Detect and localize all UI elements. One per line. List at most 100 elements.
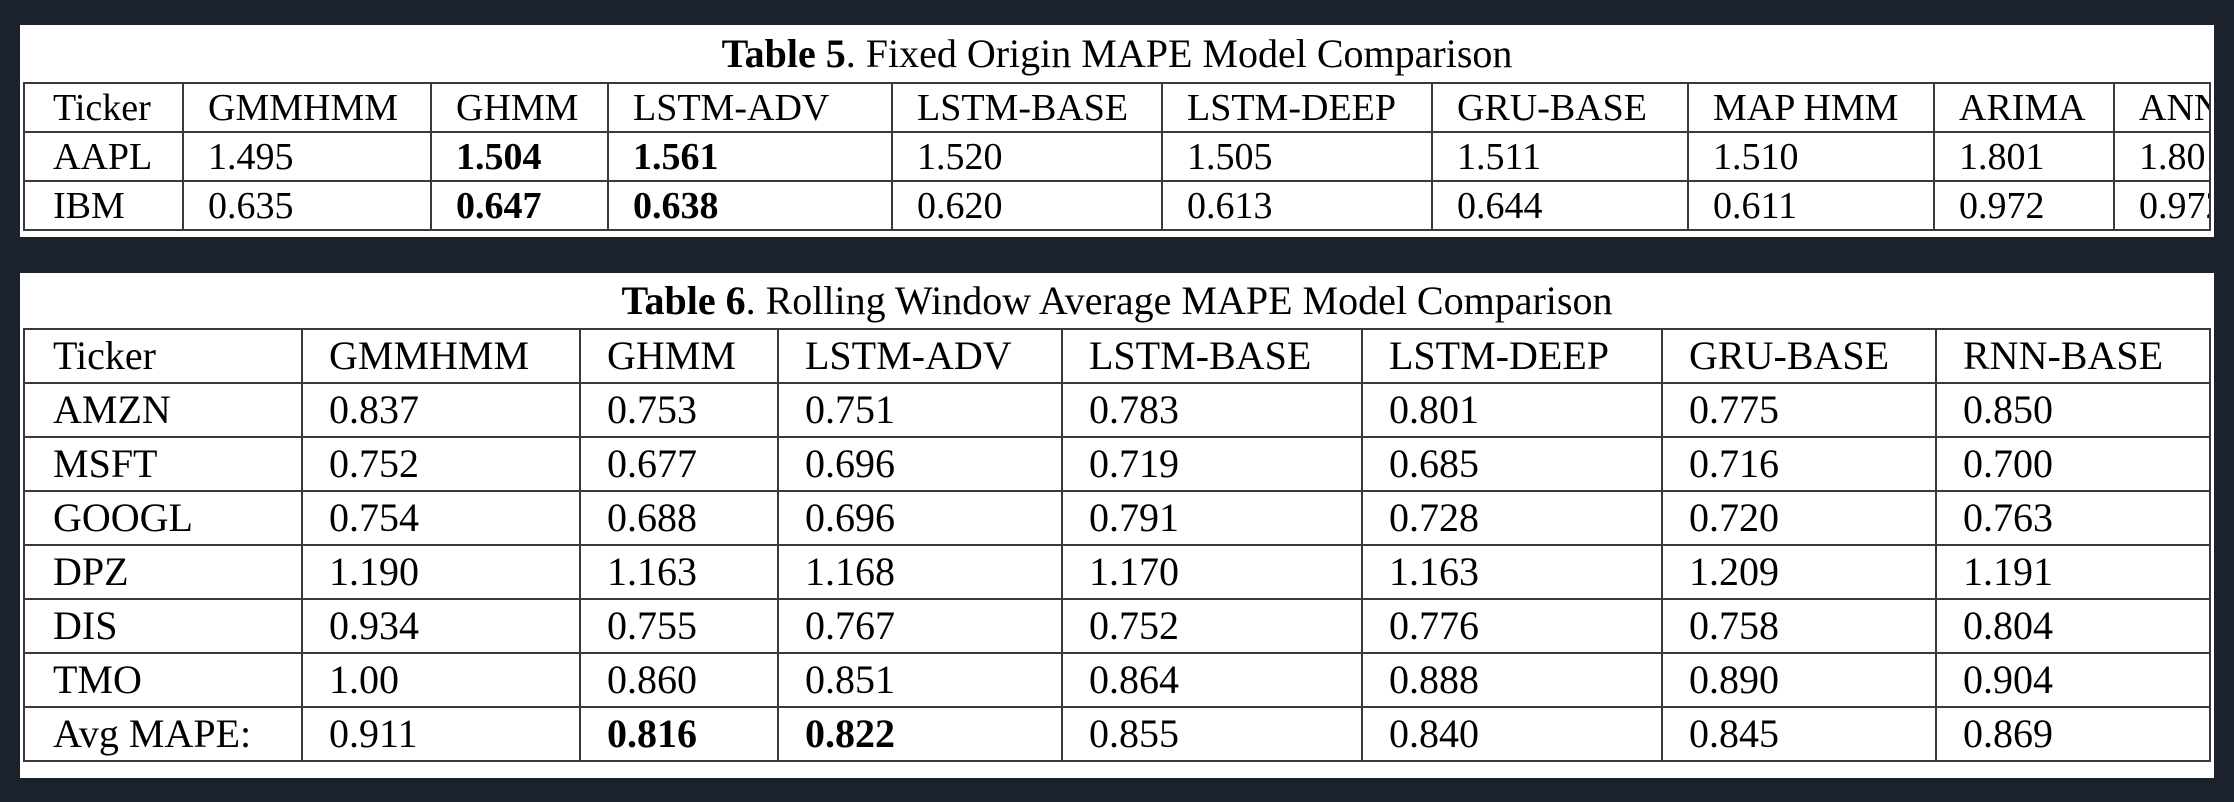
mape-cell: 1.495 bbox=[182, 131, 432, 182]
mape-cell: 0.677 bbox=[579, 436, 779, 492]
ticker-cell: DIS bbox=[23, 598, 303, 654]
column-header: GRU-BASE bbox=[1661, 328, 1937, 384]
mape-cell: 0.972 bbox=[2113, 180, 2211, 231]
mape-cell: 0.700 bbox=[1935, 436, 2211, 492]
mape-cell: 0.934 bbox=[301, 598, 581, 654]
mape-cell: 0.644 bbox=[1431, 180, 1689, 231]
column-header: GRU-BASE bbox=[1431, 82, 1689, 133]
mape-cell: 0.890 bbox=[1661, 652, 1937, 708]
table-header-row: Ticker GMMHMM GHMM LSTM-ADV LSTM-BASE LSTM-DE… bbox=[23, 82, 2211, 133]
mape-cell: 0.888 bbox=[1361, 652, 1663, 708]
column-header: ARIMA bbox=[1933, 82, 2115, 133]
mape-cell: 0.611 bbox=[1687, 180, 1935, 231]
mape-cell: 0.767 bbox=[777, 598, 1063, 654]
mape-cell: 1.209 bbox=[1661, 544, 1937, 600]
column-header: LSTM-DEEP bbox=[1161, 82, 1433, 133]
mape-cell: 1.561 bbox=[607, 131, 893, 182]
mape-cell: 0.754 bbox=[301, 490, 581, 546]
mape-cell: 0.751 bbox=[777, 382, 1063, 438]
table-row: GOOGL 0.754 0.688 0.696 0.791 0.728 0.720 0.763 bbox=[23, 490, 2211, 546]
mape-cell: 1.510 bbox=[1687, 131, 1935, 182]
table-row: IBM 0.635 0.647 0.638 0.620 0.613 0.644 0.611 0.… bbox=[23, 180, 2211, 231]
ticker-cell: AMZN bbox=[23, 382, 303, 438]
mape-cell: 0.837 bbox=[301, 382, 581, 438]
mape-cell: 1.168 bbox=[777, 544, 1063, 600]
mape-cell: 0.783 bbox=[1061, 382, 1363, 438]
mape-cell: 0.752 bbox=[1061, 598, 1363, 654]
column-header: MAP HMM bbox=[1687, 82, 1935, 133]
ticker-cell: IBM bbox=[23, 180, 184, 231]
mape-cell: 0.822 bbox=[777, 706, 1063, 762]
mape-cell: 0.775 bbox=[1661, 382, 1937, 438]
table-6-caption-label: Table 6 bbox=[621, 278, 746, 323]
column-header: GMMHMM bbox=[182, 82, 432, 133]
mape-cell: 0.638 bbox=[607, 180, 893, 231]
table-row: MSFT 0.752 0.677 0.696 0.719 0.685 0.716 0.700 bbox=[23, 436, 2211, 492]
mape-cell: 1.191 bbox=[1935, 544, 2211, 600]
mape-cell: 0.801 bbox=[1361, 382, 1663, 438]
mape-cell: 1.801 bbox=[2113, 131, 2211, 182]
mape-cell: 0.972 bbox=[1933, 180, 2115, 231]
column-header: RNN-BASE bbox=[1935, 328, 2211, 384]
ticker-cell: AAPL bbox=[23, 131, 184, 182]
mape-cell: 0.620 bbox=[891, 180, 1163, 231]
mape-cell: 0.845 bbox=[1661, 706, 1937, 762]
mape-cell: 1.504 bbox=[430, 131, 609, 182]
column-header: LSTM-ADV bbox=[777, 328, 1063, 384]
column-header: LSTM-ADV bbox=[607, 82, 893, 133]
column-header: GHMM bbox=[430, 82, 609, 133]
table-5-panel: Table 5. Fixed Origin MAPE Model Compari… bbox=[20, 25, 2214, 237]
mape-cell: 0.720 bbox=[1661, 490, 1937, 546]
table-5-caption-label: Table 5 bbox=[721, 31, 846, 76]
mape-cell: 0.752 bbox=[301, 436, 581, 492]
mape-cell: 0.851 bbox=[777, 652, 1063, 708]
mape-cell: 0.869 bbox=[1935, 706, 2211, 762]
ticker-cell: DPZ bbox=[23, 544, 303, 600]
mape-cell: 0.647 bbox=[430, 180, 609, 231]
table-row: AMZN 0.837 0.753 0.751 0.783 0.801 0.775 0.850 bbox=[23, 382, 2211, 438]
mape-cell: 0.850 bbox=[1935, 382, 2211, 438]
mape-cell: 0.804 bbox=[1935, 598, 2211, 654]
table-5-caption-text: . Fixed Origin MAPE Model Comparison bbox=[845, 31, 1513, 76]
mape-cell: 0.696 bbox=[777, 436, 1063, 492]
mape-cell: 1.163 bbox=[579, 544, 779, 600]
table-row: TMO 1.00 0.860 0.851 0.864 0.888 0.890 0.904 bbox=[23, 652, 2211, 708]
column-header: ANN bbox=[2113, 82, 2211, 133]
column-header: LSTM-DEEP bbox=[1361, 328, 1663, 384]
ticker-cell: Avg MAPE: bbox=[23, 706, 303, 762]
mape-cell: 0.753 bbox=[579, 382, 779, 438]
table-5-caption: Table 5. Fixed Origin MAPE Model Compari… bbox=[20, 25, 2214, 82]
column-header: GHMM bbox=[579, 328, 779, 384]
mape-cell: 1.801 bbox=[1933, 131, 2115, 182]
mape-cell: 0.755 bbox=[579, 598, 779, 654]
column-header: GMMHMM bbox=[301, 328, 581, 384]
mape-cell: 0.840 bbox=[1361, 706, 1663, 762]
column-header: Ticker bbox=[23, 82, 184, 133]
column-header: Ticker bbox=[23, 328, 303, 384]
ticker-cell: TMO bbox=[23, 652, 303, 708]
table-row: Avg MAPE: 0.911 0.816 0.822 0.855 0.840 0.845 0… bbox=[23, 706, 2211, 762]
mape-cell: 1.505 bbox=[1161, 131, 1433, 182]
mape-cell: 1.190 bbox=[301, 544, 581, 600]
mape-cell: 0.685 bbox=[1361, 436, 1663, 492]
table-6-panel: Table 6. Rolling Window Average MAPE Mod… bbox=[20, 273, 2214, 778]
ticker-cell: GOOGL bbox=[23, 490, 303, 546]
table-6-caption: Table 6. Rolling Window Average MAPE Mod… bbox=[20, 273, 2214, 328]
mape-cell: 0.758 bbox=[1661, 598, 1937, 654]
table-header-row: Ticker GMMHMM GHMM LSTM-ADV LSTM-BASE LSTM-DE… bbox=[23, 328, 2211, 384]
mape-cell: 1.520 bbox=[891, 131, 1163, 182]
mape-cell: 0.791 bbox=[1061, 490, 1363, 546]
table-6-caption-text: . Rolling Window Average MAPE Model Comp… bbox=[745, 278, 1613, 323]
mape-cell: 0.635 bbox=[182, 180, 432, 231]
table-5: Ticker GMMHMM GHMM LSTM-ADV LSTM-BASE LSTM-DE… bbox=[23, 82, 2211, 231]
mape-cell: 1.511 bbox=[1431, 131, 1689, 182]
mape-cell: 0.855 bbox=[1061, 706, 1363, 762]
mape-cell: 1.163 bbox=[1361, 544, 1663, 600]
mape-cell: 1.00 bbox=[301, 652, 581, 708]
mape-cell: 0.688 bbox=[579, 490, 779, 546]
mape-cell: 0.864 bbox=[1061, 652, 1363, 708]
mape-cell: 1.170 bbox=[1061, 544, 1363, 600]
mape-cell: 0.613 bbox=[1161, 180, 1433, 231]
mape-cell: 0.728 bbox=[1361, 490, 1663, 546]
mape-cell: 0.763 bbox=[1935, 490, 2211, 546]
